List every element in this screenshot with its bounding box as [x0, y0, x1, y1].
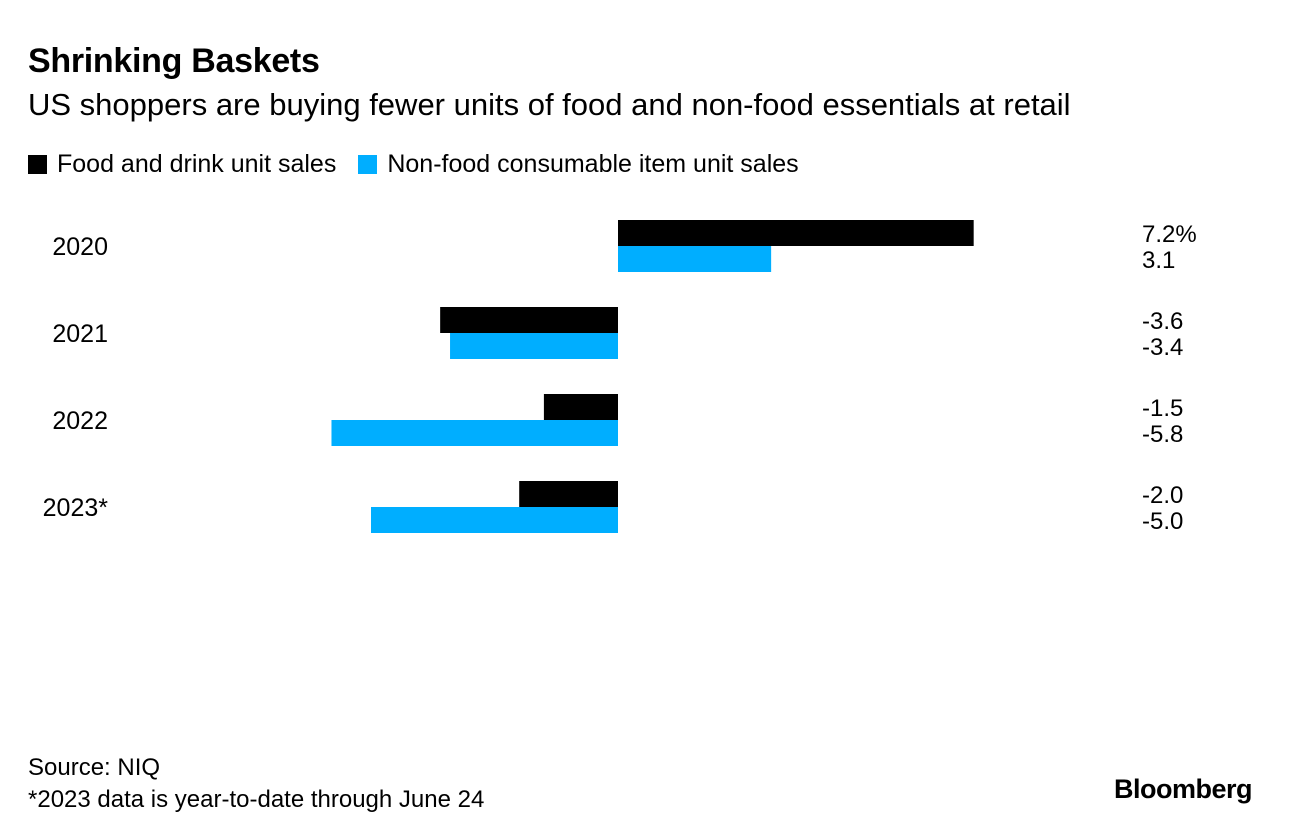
bar-food [519, 481, 618, 507]
legend-swatch-food [28, 154, 47, 174]
bar-nonfood [371, 507, 618, 533]
bar-food [440, 307, 618, 333]
legend-item-nonfood: Non-food consumable item unit sales [358, 149, 799, 179]
footnote: *2023 data is year-to-date through June … [28, 786, 485, 813]
category-label: 2023* [43, 494, 109, 522]
value-label-nonfood: -5.8 [1142, 421, 1183, 448]
bar-nonfood [331, 420, 618, 446]
legend-item-food: Food and drink unit sales [28, 150, 336, 179]
legend-swatch-nonfood [358, 154, 378, 174]
legend-label-nonfood: Non-food consumable item unit sales [387, 149, 799, 178]
value-label-nonfood: -5.0 [1142, 508, 1183, 535]
bar-chart: 2020 7.2%3.1 2021 -3.6-3.4 2022 -1.5-5.8 2023*… [43, 220, 1197, 535]
source-note: Source: NIQ [28, 754, 161, 781]
value-label-food: -3.6 [1142, 308, 1183, 335]
bar-nonfood [450, 333, 618, 359]
value-label-food: 7.2% [1142, 221, 1197, 248]
value-label-nonfood: 3.1 [1142, 247, 1175, 274]
chart-subtitle: US shoppers are buying fewer units of fo… [28, 87, 1071, 122]
footer: Source: NIQ *2023 data is year-to-date t… [28, 752, 484, 816]
chart-title: Shrinking Baskets [28, 42, 320, 80]
value-label-food: -1.5 [1142, 395, 1183, 422]
category-label: 2020 [52, 233, 108, 261]
bar-nonfood [618, 246, 772, 272]
bar-food [543, 394, 618, 420]
bar-food [618, 220, 974, 246]
category-label: 2021 [52, 320, 108, 348]
value-label-nonfood: -3.4 [1142, 334, 1183, 361]
value-label-food: -2.0 [1142, 482, 1183, 509]
legend: Food and drink unit sales Non-food consu… [28, 148, 821, 180]
legend-label-food: Food and drink unit sales [57, 149, 337, 178]
category-label: 2022 [52, 407, 108, 435]
bloomberg-logo: Bloomberg [1113, 774, 1253, 804]
